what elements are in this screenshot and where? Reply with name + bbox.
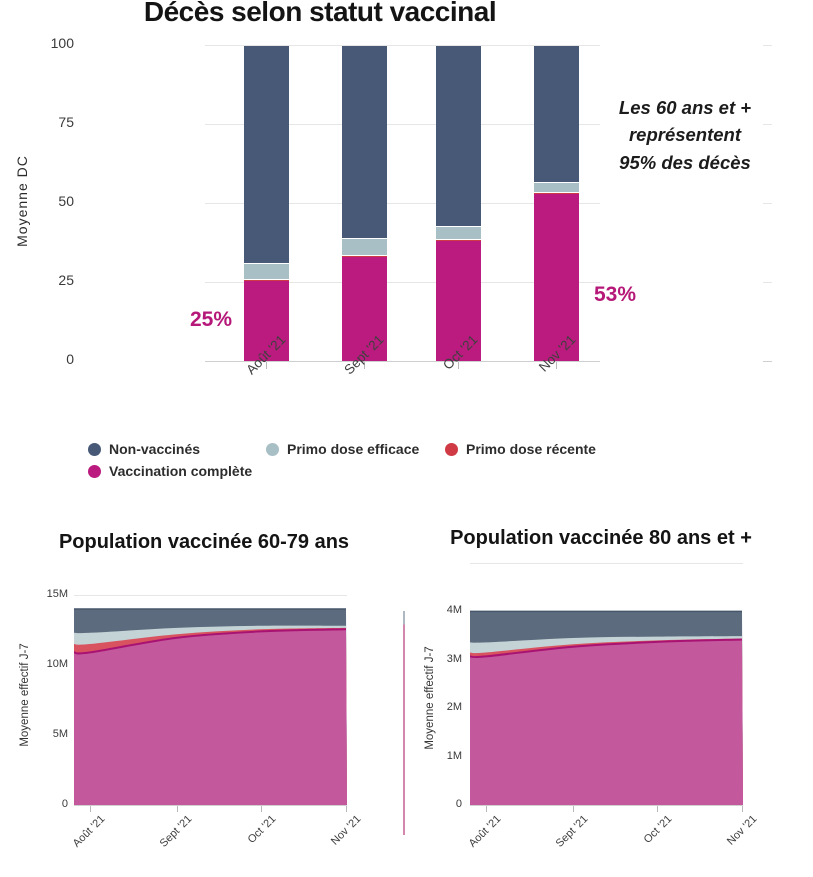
bar-segment-non-vaccin-s xyxy=(533,46,579,183)
legend-dot-primo-dose-efficace xyxy=(266,442,279,456)
chart-80plus-x-tick-oct-21 xyxy=(657,806,658,812)
area-edge-vaccination-compl-te xyxy=(74,628,347,655)
x-tick-oct-21 xyxy=(458,362,459,369)
bar-oct-21 xyxy=(435,45,481,361)
gridline-stub-25 xyxy=(763,281,772,283)
bar-segment-vaccination-compl-te xyxy=(533,193,579,361)
gridline-stub-75 xyxy=(763,123,772,125)
legend-label-non-vaccin-s: Non-vaccinés xyxy=(109,441,201,457)
divider-artifact xyxy=(403,611,405,835)
pct-label-aout: 25% xyxy=(190,308,233,331)
bar-segment-primo-dose-efficace xyxy=(341,238,387,255)
chart-80plus-baseline xyxy=(470,805,743,806)
gridline-0 xyxy=(205,360,600,362)
y-tick-label-25: 25 xyxy=(58,272,74,288)
area-vaccination-compl-te xyxy=(470,639,743,805)
chart-80plus-x-label-oct-21: Oct '21 xyxy=(641,813,675,846)
gridline-stub-50 xyxy=(763,202,772,204)
legend-item-non-vaccin-s[interactable]: Non-vaccinés xyxy=(88,441,200,457)
legend-item-primo-dose-efficace[interactable]: Primo dose efficace xyxy=(266,441,419,457)
age-share-note-line3: 95% des décès xyxy=(619,151,751,173)
chart-60-79-y-tick-10M: 10M xyxy=(46,658,68,670)
gridline-100 xyxy=(205,44,600,46)
x-tick-ao-t-21 xyxy=(266,362,267,369)
chart-60-79-y-tick-0: 0 xyxy=(61,798,68,810)
main-chart-plot-area xyxy=(205,44,772,369)
chart-80plus-areas xyxy=(470,610,743,805)
bar-segment-primo-dose-efficace xyxy=(243,264,289,280)
x-tick-nov-21 xyxy=(556,362,557,369)
gridline-stub-0 xyxy=(763,360,772,362)
chart-80plus-x-label-sept-21: Sept '21 xyxy=(553,813,591,850)
chart-80plus-x-label-ao-t-21: Août '21 xyxy=(466,813,504,850)
area-edge-vaccination-compl-te xyxy=(470,638,743,659)
bar-segment-primo-dose-efficace xyxy=(533,183,579,192)
chart-60-79-y-tick-5M: 5M xyxy=(52,728,68,740)
chart-80plus-y-tick-0: 0 xyxy=(455,798,462,810)
bar-segment-primo-dose-efficace xyxy=(435,227,481,240)
bar-segment-primo-dose-r-cente xyxy=(435,240,481,241)
chart-80plus-x-tick-ao-t-21 xyxy=(486,806,487,812)
chart-60-79-x-label-oct-21: Oct '21 xyxy=(245,813,279,846)
gridline-25 xyxy=(205,281,600,283)
bar-segment-primo-dose-r-cente xyxy=(533,192,579,194)
chart-60-79-x-tick-sept-21 xyxy=(177,806,178,812)
chart-80plus-y-tick-4M: 4M xyxy=(446,604,462,617)
legend-dot-primo-dose-r-cente xyxy=(445,442,458,456)
legend-dot-vaccination-compl-te xyxy=(88,464,101,478)
main-chart-title: Décès selon statut vaccinal xyxy=(143,0,497,27)
legend-item-primo-dose-r-cente[interactable]: Primo dose récente xyxy=(445,441,596,457)
gridline-stub-100 xyxy=(763,44,772,46)
bar-sept-21 xyxy=(341,45,387,361)
age-share-note: Les 60 ans et + représentent 95% des déc… xyxy=(601,94,769,176)
y-tick-label-0: 0 xyxy=(66,351,74,367)
bar-segment-non-vaccin-s xyxy=(243,46,289,264)
legend-label-vaccination-compl-te: Vaccination complète xyxy=(109,463,253,479)
chart-80plus-x-tick-sept-21 xyxy=(573,806,574,812)
legend-dot-non-vaccin-s xyxy=(88,442,101,456)
legend-item-vaccination-compl-te[interactable]: Vaccination complète xyxy=(88,463,252,479)
bar-segment-primo-dose-r-cente xyxy=(243,280,289,282)
bar-segment-vaccination-compl-te xyxy=(341,256,387,361)
chart-60-79-x-label-sept-21: Sept '21 xyxy=(157,813,195,850)
chart-60-79-x-label-ao-t-21: Août '21 xyxy=(70,813,108,850)
bar-segment-vaccination-compl-te xyxy=(435,240,481,361)
bar-segment-non-vaccin-s xyxy=(341,46,387,238)
x-tick-sept-21 xyxy=(364,362,365,369)
legend-label-primo-dose-r-cente: Primo dose récente xyxy=(466,441,596,457)
bar-segment-non-vaccin-s xyxy=(435,46,481,227)
y-tick-label-100: 100 xyxy=(50,35,74,51)
chart-60-79-y-tick-15M: 15M xyxy=(46,588,68,600)
chart-60-79-top-gridline xyxy=(74,595,347,596)
chart-60-79-x-tick-ao-t-21 xyxy=(90,806,91,812)
chart-80plus-x-label-nov-21: Nov '21 xyxy=(724,813,760,848)
bar-ao-t-21 xyxy=(243,45,289,361)
age-share-note-line2: représentent xyxy=(628,124,742,146)
chart-60-79-x-tick-oct-21 xyxy=(261,806,262,812)
gridline-75 xyxy=(205,123,600,125)
chart-60-79-x-tick-nov-21 xyxy=(346,806,347,812)
chart-80plus-y-tick-2M: 2M xyxy=(446,701,462,714)
chart-80plus-y-tick-1M: 1M xyxy=(446,749,462,762)
chart-80plus-top-gridline xyxy=(470,563,743,564)
chart-60-79-title: Population vaccinée 60-79 ans xyxy=(58,531,350,553)
chart-80plus-x-tick-nov-21 xyxy=(742,806,743,812)
y-tick-label-50: 50 xyxy=(58,193,74,209)
chart-80plus-y-tick-3M: 3M xyxy=(446,652,462,665)
chart-60-79-baseline xyxy=(74,805,347,806)
pct-label-nov: 53% xyxy=(594,283,637,306)
legend-label-primo-dose-efficace: Primo dose efficace xyxy=(287,441,420,457)
age-share-note-line1: Les 60 ans et + xyxy=(618,97,752,118)
gridline-50 xyxy=(205,202,600,204)
bar-nov-21 xyxy=(533,45,579,361)
area-vaccination-compl-te xyxy=(74,629,347,805)
y-tick-label-75: 75 xyxy=(58,114,74,130)
chart-60-79-areas xyxy=(74,608,347,805)
chart-80plus-title: Population vaccinée 80 ans et + xyxy=(450,527,752,549)
bar-segment-vaccination-compl-te xyxy=(243,281,289,361)
chart-60-79-y-axis-label: Moyenne effectif J-7 xyxy=(19,643,31,747)
bar-segment-primo-dose-r-cente xyxy=(341,255,387,257)
chart-60-79-x-label-nov-21: Nov '21 xyxy=(328,813,364,848)
